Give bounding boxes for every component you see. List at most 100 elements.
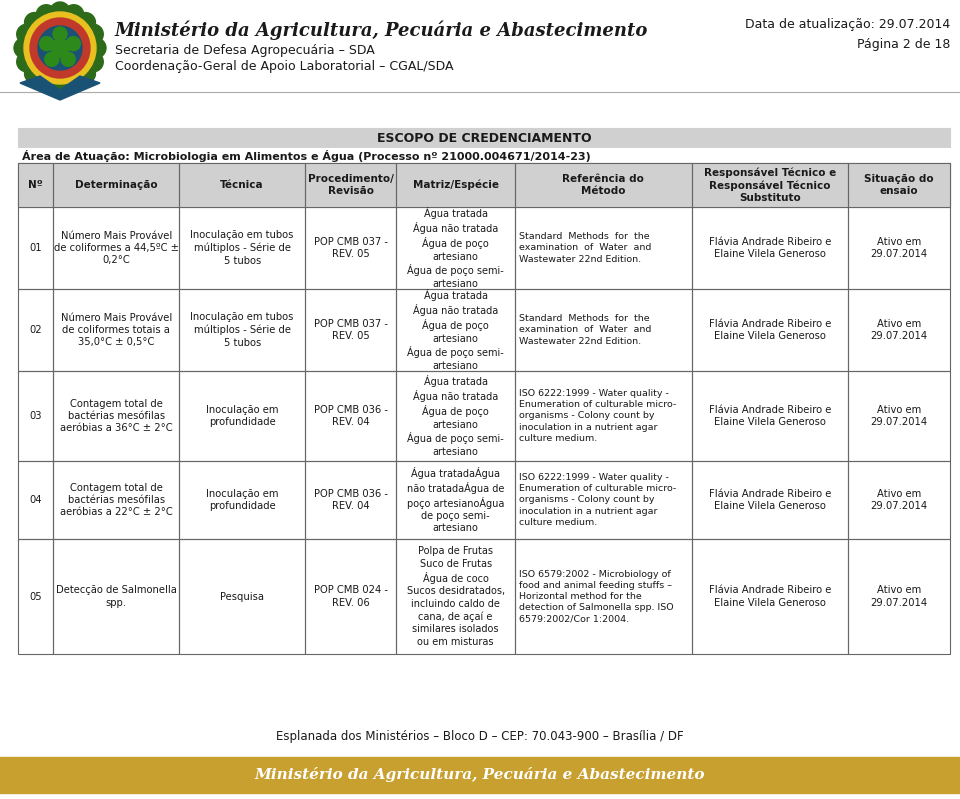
Text: Ministério da Agricultura, Pecuária e Abastecimento: Ministério da Agricultura, Pecuária e Ab…	[254, 768, 706, 782]
Bar	[180, 207, 305, 289]
Text: POP CMB 024 -
REV. 06: POP CMB 024 - REV. 06	[314, 586, 388, 608]
Circle shape	[63, 5, 84, 25]
Text: Standard  Methods  for  the
examination  of  Water  and
Wastewater 22nd Edition.: Standard Methods for the examination of …	[518, 314, 651, 346]
Bar	[54, 371, 180, 461]
Text: Procedimento/
Revisão: Procedimento/ Revisão	[308, 174, 394, 196]
Text: Ativo em
29.07.2014: Ativo em 29.07.2014	[871, 489, 927, 511]
Text: Flávia Andrade Ribeiro e
Elaine Vilela Generoso: Flávia Andrade Ribeiro e Elaine Vilela G…	[708, 586, 831, 608]
Bar	[692, 539, 849, 654]
Bar	[396, 461, 515, 539]
Text: Inoculação em
profundidade: Inoculação em profundidade	[205, 489, 278, 511]
Bar	[54, 207, 180, 289]
Bar	[180, 539, 305, 654]
Text: Secretaria de Defesa Agropecuária – SDA: Secretaria de Defesa Agropecuária – SDA	[115, 44, 374, 57]
Text: Inoculação em
profundidade: Inoculação em profundidade	[205, 405, 278, 427]
Bar	[18, 128, 950, 148]
Text: Água tratadaÁgua
não tratadaÁgua de
poço artesianoÁgua
de poço semi-
artesiano: Água tratadaÁgua não tratadaÁgua de poço…	[407, 467, 504, 534]
Bar	[18, 163, 950, 207]
Circle shape	[24, 12, 96, 84]
Text: POP CMB 036 -
REV. 04: POP CMB 036 - REV. 04	[314, 405, 388, 427]
Bar	[180, 163, 305, 207]
Text: Data de atualização: 29.07.2014: Data de atualização: 29.07.2014	[745, 18, 950, 31]
Circle shape	[61, 52, 75, 66]
Circle shape	[84, 24, 104, 44]
Text: Detecção de Salmonella
spp.: Detecção de Salmonella spp.	[56, 586, 177, 608]
Bar	[849, 289, 950, 371]
Bar	[849, 539, 950, 654]
Circle shape	[14, 38, 34, 58]
Bar	[692, 371, 849, 461]
Text: Flávia Andrade Ribeiro e
Elaine Vilela Generoso: Flávia Andrade Ribeiro e Elaine Vilela G…	[708, 237, 831, 259]
Bar	[18, 371, 54, 461]
Bar	[692, 163, 849, 207]
Text: Ministério da Agricultura, Pecuária e Abastecimento: Ministério da Agricultura, Pecuária e Ab…	[115, 20, 648, 39]
Bar	[849, 461, 950, 539]
Text: Ativo em
29.07.2014: Ativo em 29.07.2014	[871, 405, 927, 427]
Bar	[180, 371, 305, 461]
Bar	[18, 539, 950, 654]
Bar	[180, 461, 305, 539]
Text: POP CMB 037 -
REV. 05: POP CMB 037 - REV. 05	[314, 237, 388, 259]
Polygon shape	[20, 76, 100, 100]
Bar	[18, 207, 54, 289]
Bar	[849, 163, 950, 207]
Text: Número Mais Provável
de coliformes totais a
35,0°C ± 0,5°C: Número Mais Provável de coliformes totai…	[60, 312, 172, 348]
Text: 04: 04	[30, 495, 42, 505]
Bar	[692, 289, 849, 371]
Text: Ativo em
29.07.2014: Ativo em 29.07.2014	[871, 319, 927, 341]
Text: Polpa de Frutas
Suco de Frutas
Água de coco
Sucos desidratados,
incluindo caldo : Polpa de Frutas Suco de Frutas Água de c…	[406, 547, 505, 646]
Text: POP CMB 037 -
REV. 05: POP CMB 037 - REV. 05	[314, 319, 388, 341]
Text: Água tratada
Água não tratada
Água de poço
artesiano
Água de poço semi-
artesian: Água tratada Água não tratada Água de po…	[407, 375, 504, 457]
Text: Matriz/Espécie: Matriz/Espécie	[413, 180, 498, 190]
Text: Inoculação em tubos
múltiplos - Série de
5 tubos: Inoculação em tubos múltiplos - Série de…	[190, 230, 294, 266]
Circle shape	[39, 37, 54, 50]
Bar	[515, 289, 692, 371]
Text: Água tratada
Água não tratada
Água de poço
artesiano
Água de poço semi-
artesian: Água tratada Água não tratada Água de po…	[407, 207, 504, 289]
Text: ISO 6222:1999 - Water quality -
Enumeration of culturable micro-
organisms - Col: ISO 6222:1999 - Water quality - Enumerat…	[518, 389, 676, 443]
Text: Responsável Técnico e
Responsável Técnico
Substituto: Responsável Técnico e Responsável Técnic…	[704, 168, 836, 203]
Circle shape	[38, 26, 82, 70]
Bar	[18, 289, 950, 371]
Circle shape	[45, 52, 59, 66]
Bar	[515, 539, 692, 654]
Text: Contagem total de
bactérias mesófilas
aeróbias a 36°C ± 2°C: Contagem total de bactérias mesófilas ae…	[60, 399, 173, 433]
Bar	[396, 539, 515, 654]
Text: Coordenação-Geral de Apoio Laboratorial – CGAL/SDA: Coordenação-Geral de Apoio Laboratorial …	[115, 60, 453, 73]
Circle shape	[30, 18, 90, 78]
Circle shape	[51, 39, 69, 57]
Bar	[54, 461, 180, 539]
Bar	[515, 371, 692, 461]
Bar	[692, 461, 849, 539]
Text: POP CMB 036 -
REV. 04: POP CMB 036 - REV. 04	[314, 489, 388, 511]
Bar	[18, 207, 950, 289]
Text: Inoculação em tubos
múltiplos - Série de
5 tubos: Inoculação em tubos múltiplos - Série de…	[190, 312, 294, 348]
Bar	[515, 207, 692, 289]
Text: 05: 05	[30, 591, 42, 602]
Text: ESCOPO DE CREDENCIAMENTO: ESCOPO DE CREDENCIAMENTO	[376, 132, 591, 145]
Bar	[305, 289, 396, 371]
Bar	[18, 461, 54, 539]
Bar	[54, 289, 180, 371]
Text: ISO 6579:2002 - Microbiology of
food and animal feeding stuffs –
Horizontal meth: ISO 6579:2002 - Microbiology of food and…	[518, 570, 673, 623]
Text: Esplanada dos Ministérios – Bloco D – CEP: 70.043-900 – Brasília / DF: Esplanada dos Ministérios – Bloco D – CE…	[276, 730, 684, 743]
Text: Área de Atuação: Microbiologia em Alimentos e Água (Processo nº 21000.004671/201: Área de Atuação: Microbiologia em Alimen…	[22, 149, 590, 161]
Bar	[18, 371, 950, 461]
Bar	[849, 371, 950, 461]
Bar	[180, 289, 305, 371]
Bar	[305, 461, 396, 539]
Circle shape	[50, 74, 70, 94]
Bar	[0, 757, 960, 793]
Circle shape	[25, 63, 44, 83]
Text: 02: 02	[30, 325, 42, 335]
Circle shape	[66, 37, 81, 50]
Text: Situação do
ensaio: Situação do ensaio	[864, 174, 934, 196]
Bar	[396, 163, 515, 207]
Bar	[18, 163, 54, 207]
Bar	[396, 289, 515, 371]
Bar	[305, 163, 396, 207]
Bar	[305, 371, 396, 461]
Text: Número Mais Provável
de coliformes a 44,5ºC ±
0,2°C: Número Mais Provável de coliformes a 44,…	[54, 231, 179, 265]
Circle shape	[86, 38, 106, 58]
Circle shape	[36, 5, 57, 25]
Bar	[515, 163, 692, 207]
